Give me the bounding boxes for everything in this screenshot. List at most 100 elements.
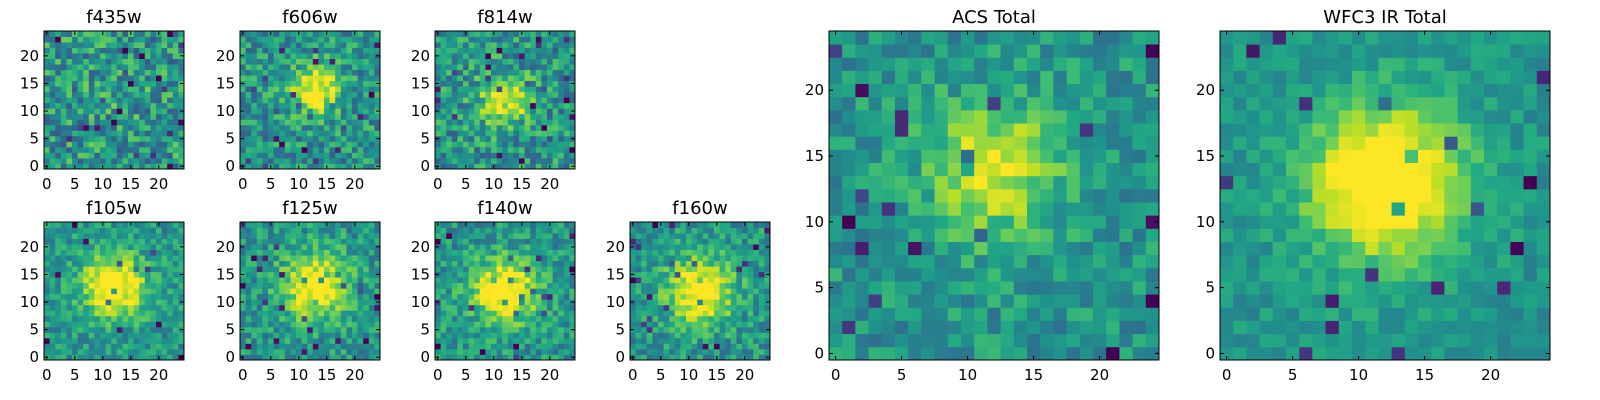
heatmap-cell	[686, 343, 692, 350]
heatmap-cell	[111, 163, 118, 170]
heatmap-cell	[563, 227, 570, 234]
heatmap-cell	[658, 282, 664, 289]
heatmap-cell	[72, 108, 78, 115]
heatmap-cell	[44, 310, 50, 317]
heatmap-cell	[352, 299, 358, 306]
heatmap-cell	[156, 141, 162, 148]
heatmap-cell	[569, 255, 576, 262]
heatmap-cell	[368, 222, 375, 228]
heatmap-cell	[502, 310, 509, 317]
heatmap-cell	[457, 260, 464, 267]
heatmap-cell	[133, 310, 140, 317]
heatmap-cell	[829, 320, 843, 335]
heatmap-cell	[451, 293, 458, 300]
heatmap-cell	[105, 282, 112, 289]
heatmap-cell	[340, 130, 347, 137]
heatmap-cell	[94, 42, 101, 48]
heatmap-cell	[491, 157, 497, 164]
heatmap-cell	[1066, 188, 1081, 203]
heatmap-cell	[758, 304, 765, 311]
heatmap-cell	[730, 326, 737, 333]
heatmap-cell	[519, 119, 525, 126]
heatmap-cell	[66, 299, 73, 306]
heatmap-cell	[507, 304, 514, 311]
heatmap-cell	[55, 141, 62, 148]
x-tick-label: 10	[484, 175, 503, 193]
heatmap-cell	[440, 271, 447, 278]
heatmap-cell	[435, 47, 441, 54]
heatmap-cell	[719, 227, 726, 234]
heatmap-cell	[474, 260, 481, 267]
heatmap-cell	[301, 75, 308, 82]
heatmap-cell	[329, 146, 336, 153]
heatmap-cell	[256, 348, 263, 355]
heatmap-cell	[77, 326, 84, 333]
heatmap-cell	[144, 157, 151, 164]
heatmap-cell	[736, 271, 743, 278]
y-tick-label: 15	[411, 265, 430, 283]
heatmap-cell	[446, 64, 453, 71]
heatmap-cell	[868, 228, 883, 242]
heatmap-cell	[691, 348, 698, 355]
heatmap-cell	[352, 233, 358, 239]
heatmap-cell	[77, 337, 84, 344]
heatmap-cell	[725, 282, 732, 289]
heatmap-cell	[868, 202, 883, 216]
heatmap-cell	[829, 254, 843, 269]
heatmap-cell	[251, 293, 258, 300]
x-tick-label: 20	[149, 366, 168, 384]
heatmap-cell	[719, 271, 726, 278]
heatmap-cell	[318, 141, 325, 148]
heatmap-cell	[329, 277, 336, 284]
heatmap-cell	[479, 124, 486, 131]
heatmap-cell	[457, 75, 464, 82]
heatmap-cell	[329, 238, 336, 245]
heatmap-cell	[714, 299, 720, 306]
heatmap-cell	[273, 91, 280, 98]
heatmap-cell	[144, 266, 151, 273]
heatmap-cell	[128, 108, 134, 115]
heatmap-cell	[167, 348, 174, 355]
heatmap-cell	[468, 97, 475, 104]
heatmap-cell	[116, 244, 123, 250]
heatmap-cell	[256, 42, 263, 48]
heatmap-cell	[318, 163, 325, 170]
heatmap-cell	[49, 271, 56, 278]
heatmap-cell	[674, 304, 681, 311]
heatmap-cell	[251, 321, 258, 328]
heatmap-cell	[868, 307, 883, 321]
heatmap-cell	[764, 282, 771, 289]
heatmap-cell	[908, 333, 922, 348]
heatmap-cell	[1013, 241, 1028, 256]
heatmap-cell	[256, 299, 263, 306]
heatmap-cell	[161, 42, 168, 48]
heatmap-cell	[1132, 228, 1147, 242]
heatmap-cell	[251, 58, 258, 65]
heatmap-cell	[340, 337, 347, 344]
heatmap-cell	[524, 343, 531, 350]
heatmap-cell	[55, 332, 62, 339]
heatmap-cell	[524, 163, 531, 170]
heatmap-cell	[842, 333, 856, 348]
heatmap-cell	[474, 293, 481, 300]
heatmap-cell	[357, 97, 364, 104]
heatmap-cell	[368, 146, 375, 153]
heatmap-cell	[128, 75, 134, 82]
heatmap-cell	[268, 277, 274, 284]
heatmap-cell	[346, 53, 353, 59]
heatmap-cell	[60, 227, 67, 234]
heatmap-cell	[178, 288, 185, 295]
heatmap-cell	[139, 238, 146, 245]
heatmap-cell	[524, 227, 531, 234]
heatmap-cell	[474, 64, 481, 71]
heatmap-cell	[88, 80, 95, 87]
heatmap-cell	[758, 222, 765, 228]
heatmap-cell	[947, 254, 962, 269]
heatmap-cell	[569, 288, 576, 295]
heatmap-cell	[240, 97, 246, 104]
heatmap-cell	[507, 266, 514, 273]
heatmap-cell	[547, 146, 553, 153]
heatmap-cell	[468, 146, 475, 153]
heatmap-cell	[680, 238, 687, 245]
heatmap-cell	[547, 97, 553, 104]
